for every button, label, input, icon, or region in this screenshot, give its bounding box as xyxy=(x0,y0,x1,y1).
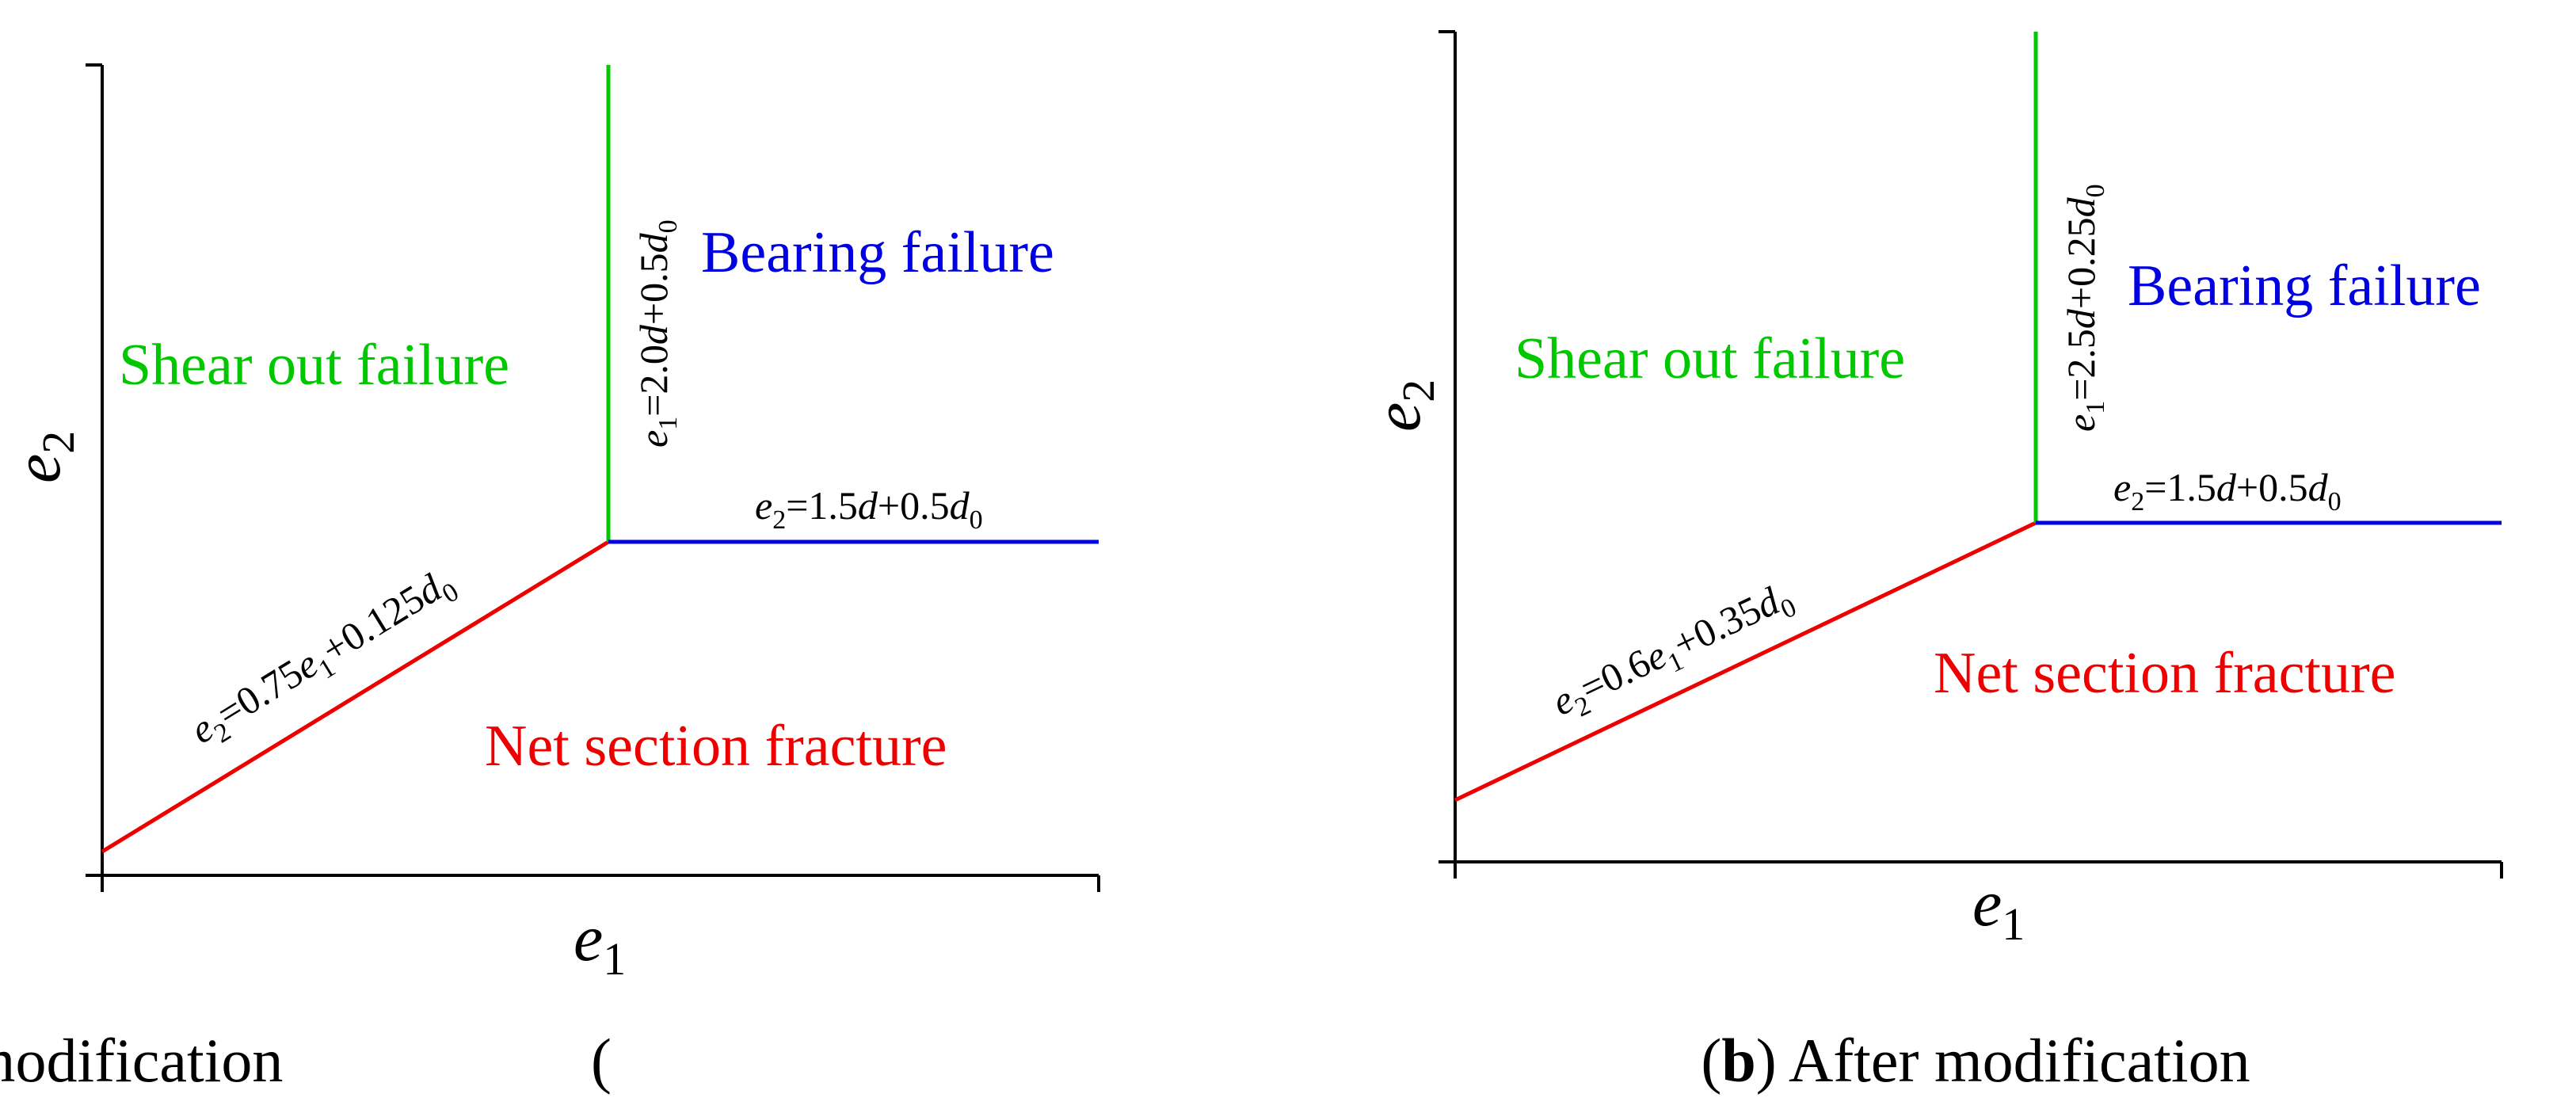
panel-a-y-axis-label: e2 xyxy=(1,431,84,483)
panel-a-caption: (a) Before modification xyxy=(0,1026,612,1095)
panel-a-axes xyxy=(86,63,1100,892)
panel-a-net-section-line xyxy=(101,539,610,854)
panel-b-x-axis-label: e1 xyxy=(1972,867,2025,950)
panel-b-y-axis-label: e2 xyxy=(1361,379,1444,432)
panel-b-region-bearing: Bearing failure xyxy=(2128,253,2481,318)
panel-a-region-shear-out: Shear out failure xyxy=(119,333,509,398)
panel-a: Shear out failure Bearing failure Net se… xyxy=(0,63,1100,1095)
panel-b-axes xyxy=(1439,30,2503,879)
panel-b-region-shear-out: Shear out failure xyxy=(1515,326,1905,391)
panel-b-net-section-line xyxy=(1454,520,2037,802)
panel-b-vertical-equation: e1=2.5d+0.25d0 xyxy=(2059,184,2110,432)
panel-a-region-net-section: Net section fracture xyxy=(485,714,947,779)
panel-a-x-axis-label: e1 xyxy=(574,901,626,985)
panel-b-region-net-section: Net section fracture xyxy=(1934,641,2395,706)
panel-b: Shear out failure Bearing failure Net se… xyxy=(1361,30,2503,1095)
panel-a-horizontal-equation: e2=1.5d+0.5d0 xyxy=(755,483,983,535)
panel-b-caption: (b) After modification xyxy=(1701,1026,2250,1095)
panel-a-region-bearing: Bearing failure xyxy=(701,220,1054,285)
panel-b-horizontal-equation: e2=1.5d+0.5d0 xyxy=(2113,465,2342,516)
panel-a-vertical-equation: e1=2.0d+0.5d0 xyxy=(631,219,683,448)
panel-a-caption-open: ( xyxy=(591,1026,612,1095)
panel-b-caption-open: ( xyxy=(1701,1026,1721,1095)
